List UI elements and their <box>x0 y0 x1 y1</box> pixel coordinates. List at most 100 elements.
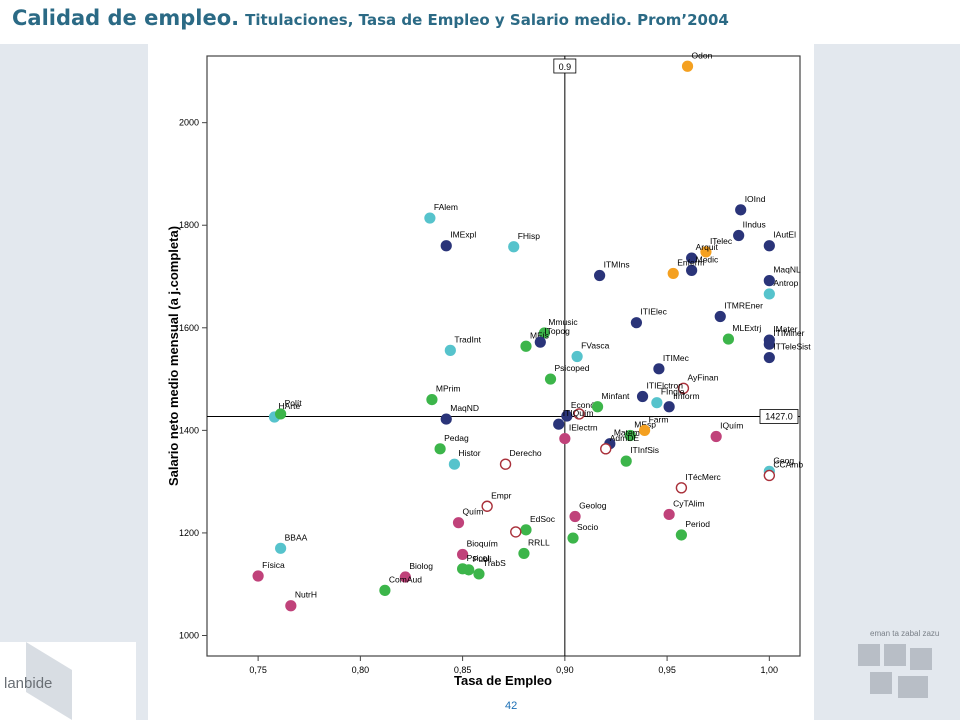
data-point <box>444 344 456 356</box>
data-point-label: Quím <box>463 507 484 517</box>
data-point-label: HArte <box>278 401 300 411</box>
data-point <box>481 500 493 512</box>
data-point <box>452 517 465 529</box>
data-point <box>544 373 557 385</box>
x-axis-label: Tasa de Empleo <box>454 673 552 688</box>
title-bar: Calidad de empleo. Titulaciones, Tasa de … <box>0 0 960 44</box>
data-point-label: ITelec <box>710 236 733 246</box>
data-point-label: TrabS <box>483 558 506 568</box>
data-point <box>675 529 688 541</box>
data-point-label: Derecho <box>510 448 542 458</box>
data-point-label: IMExpl <box>450 230 476 240</box>
data-point-label: TradInt <box>454 334 481 344</box>
data-point <box>510 526 522 538</box>
chart-panel: 1000 1200 1400 1600 1800 2000 0,75 0,80 0,85 0,9… <box>148 44 814 706</box>
data-point <box>710 430 722 443</box>
data-point <box>399 571 411 583</box>
data-point <box>686 252 698 264</box>
data-point-label: Arquit <box>696 242 719 252</box>
data-point <box>534 336 546 348</box>
data-point <box>624 429 636 442</box>
data-point <box>733 229 745 242</box>
data-point <box>426 393 438 406</box>
data-point-label: IAutEl <box>773 230 796 240</box>
data-point-label: AdmDE <box>610 433 640 443</box>
data-point-label: RRLL <box>528 537 550 547</box>
data-point <box>457 548 469 561</box>
data-point-label: IElectrn <box>569 423 598 433</box>
data-point <box>638 424 651 436</box>
data-point-label: ComAud <box>389 574 422 584</box>
scatter-chart: 1000 1200 1400 1600 1800 2000 0,75 0,80 0,85 0,9… <box>166 50 811 688</box>
data-point-label: Psicoped <box>555 363 590 373</box>
data-point <box>518 547 530 560</box>
data-point <box>559 432 571 445</box>
data-point-label: MaqND <box>450 403 479 413</box>
data-point <box>553 418 565 430</box>
data-point-label: NutrH <box>295 590 317 600</box>
data-point-label: Mmusic <box>548 317 578 327</box>
data-point-label: Empr <box>491 490 511 500</box>
x-tick-label: 0,75 <box>249 665 267 675</box>
data-point-label: Económ <box>571 400 602 410</box>
data-point <box>457 563 469 575</box>
data-point <box>636 390 649 403</box>
right-side-panel: eman ta zabal zazu <box>814 44 960 720</box>
data-point <box>763 288 775 300</box>
data-point-label: Polít <box>285 398 303 408</box>
data-point-label: Socio <box>577 522 599 532</box>
data-point <box>569 510 581 523</box>
data-point <box>653 363 665 375</box>
data-point-label: Medic <box>696 254 719 264</box>
data-point <box>735 204 747 216</box>
data-point-label: ITécMerc <box>685 472 721 482</box>
data-point-label: Geolog <box>579 501 607 511</box>
data-point-label: IInform <box>673 391 699 401</box>
data-point-label: IIndus <box>743 219 766 229</box>
reference-label-x: 0.9 <box>559 62 572 72</box>
page-number: 42 <box>505 700 518 712</box>
data-point-label: FAlem <box>434 202 458 212</box>
data-point-label: Odon <box>692 50 713 60</box>
data-point <box>424 212 436 224</box>
data-point-label: ITTeleSist <box>773 342 811 352</box>
data-point-label: BBAA <box>285 532 308 542</box>
data-point <box>594 269 606 282</box>
reference-lines: 0.9 1427.0 <box>207 56 800 656</box>
data-point <box>763 469 776 482</box>
data-point-label: EdSoc <box>530 514 556 524</box>
data-point-label: IOInd <box>745 194 766 204</box>
basque-government-logo: eman ta zabal zazu <box>858 629 939 698</box>
y-tick-label: 1600 <box>179 323 199 333</box>
data-point-label: Física <box>262 560 285 570</box>
data-point <box>600 443 612 455</box>
data-point-label: Matem <box>614 428 640 438</box>
data-point-label: MaqNL <box>773 265 801 275</box>
data-point <box>561 410 573 422</box>
data-point-label: ITIElec <box>640 307 667 317</box>
x-axis: 0,75 0,80 0,85 0,90 0,95 1,00 <box>249 656 778 675</box>
data-point <box>448 458 461 470</box>
y-tick-label: 1200 <box>179 528 199 538</box>
data-point-label: IMater <box>773 324 797 334</box>
slide-title-main: Calidad de empleo. <box>12 6 240 30</box>
plot-area <box>206 55 801 657</box>
data-point <box>567 532 579 544</box>
x-tick-label: 1,00 <box>761 665 779 675</box>
data-point <box>763 351 775 364</box>
reference-label-box <box>553 58 577 74</box>
slide-title-sub: Titulaciones, Tasa de Empleo y Salario m… <box>245 11 729 29</box>
data-points: Odon IOInd FAlem IMExpl FHisp IIndus IAutEl ITe… <box>252 50 811 612</box>
data-point <box>508 241 520 253</box>
data-point <box>630 317 643 329</box>
data-point-label: MLExtrj <box>732 323 761 333</box>
data-point-label: Period <box>685 519 710 529</box>
y-tick-label: 2000 <box>179 118 199 128</box>
data-point <box>763 240 775 252</box>
data-point <box>686 264 698 276</box>
reference-label-box <box>759 409 799 424</box>
y-tick-label: 1400 <box>179 425 199 435</box>
y-axis-label: Salario neto medio mensual (a j.completa… <box>166 226 181 486</box>
data-point-label: ITIQuím <box>563 408 594 418</box>
x-tick-label: 0,85 <box>454 665 472 675</box>
